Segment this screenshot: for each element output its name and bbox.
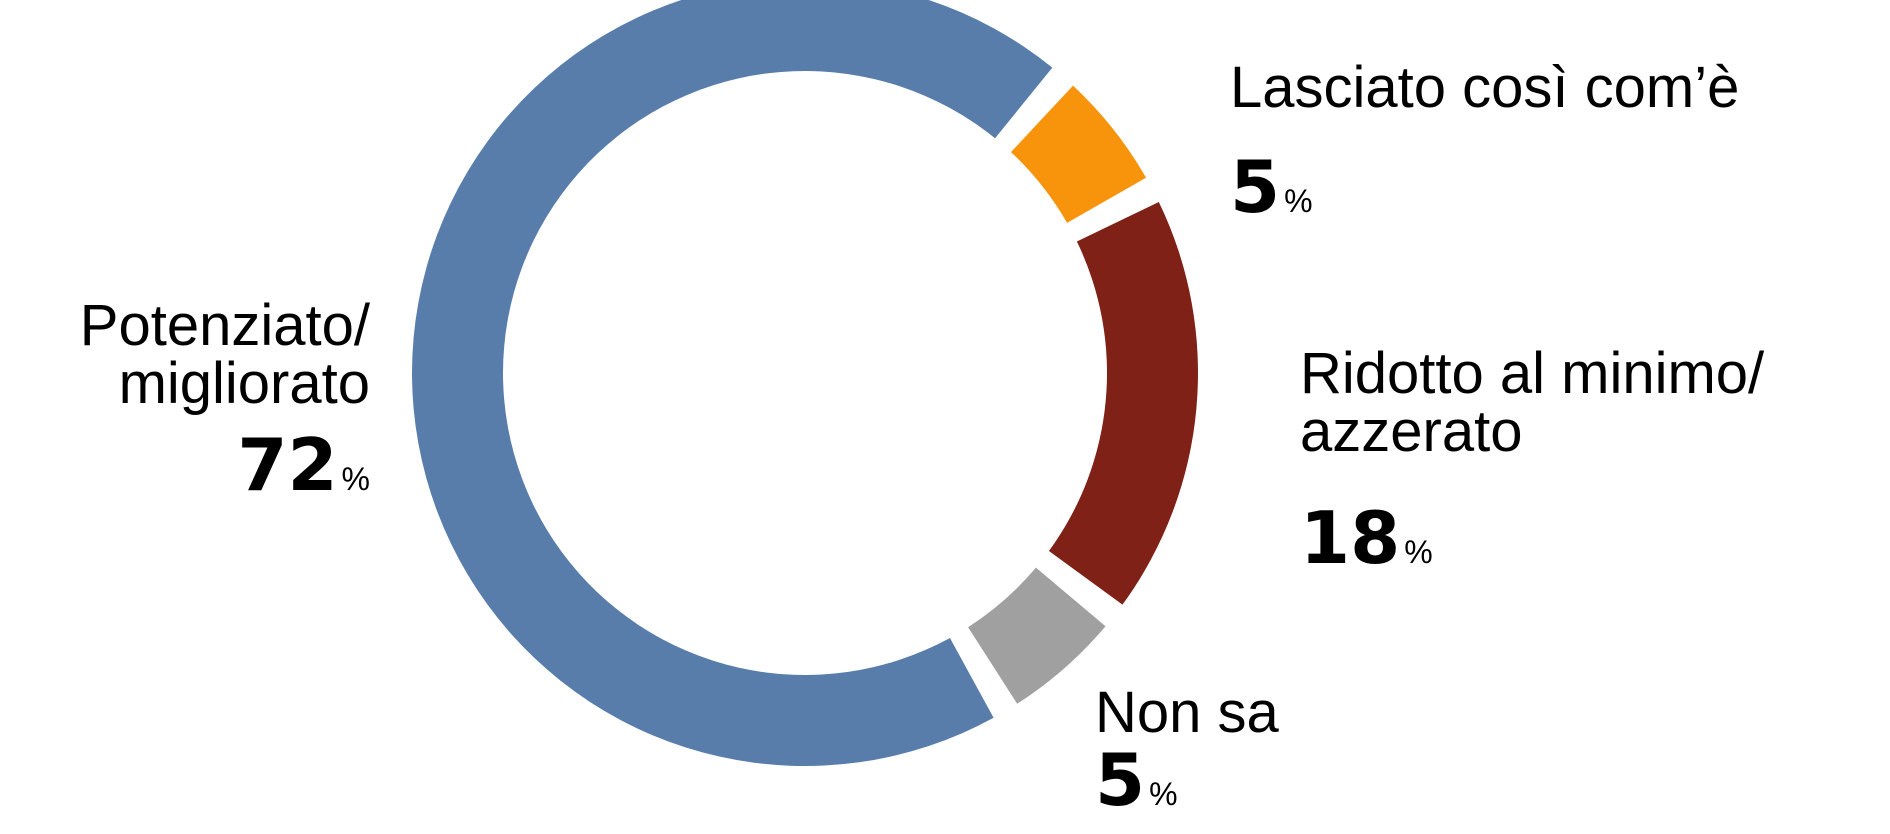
value-number: 72	[237, 423, 337, 507]
value-label: 5%	[1095, 738, 1178, 822]
value-number: 18	[1300, 496, 1400, 580]
value-label: 72%	[237, 423, 370, 507]
category-label: Ridotto al minimo/	[1300, 341, 1765, 406]
value-unit: %	[1149, 776, 1177, 812]
category-label: Potenziato/	[80, 293, 371, 358]
category-label: migliorato	[119, 351, 370, 416]
value-label: 5%	[1230, 145, 1313, 229]
value-unit: %	[1284, 183, 1312, 219]
category-label: azzerato	[1300, 399, 1522, 464]
category-label: Lasciato così com’è	[1230, 55, 1739, 120]
donut-slice	[968, 567, 1106, 704]
value-number: 5	[1230, 145, 1280, 229]
category-label: Non sa	[1095, 680, 1280, 745]
donut-slice	[1010, 85, 1147, 223]
donut-slice	[412, 0, 1053, 766]
value-unit: %	[1404, 534, 1432, 570]
value-unit: %	[342, 461, 370, 497]
value-number: 5	[1095, 738, 1145, 822]
donut-slice	[1048, 201, 1198, 605]
value-label: 18%	[1300, 496, 1433, 580]
